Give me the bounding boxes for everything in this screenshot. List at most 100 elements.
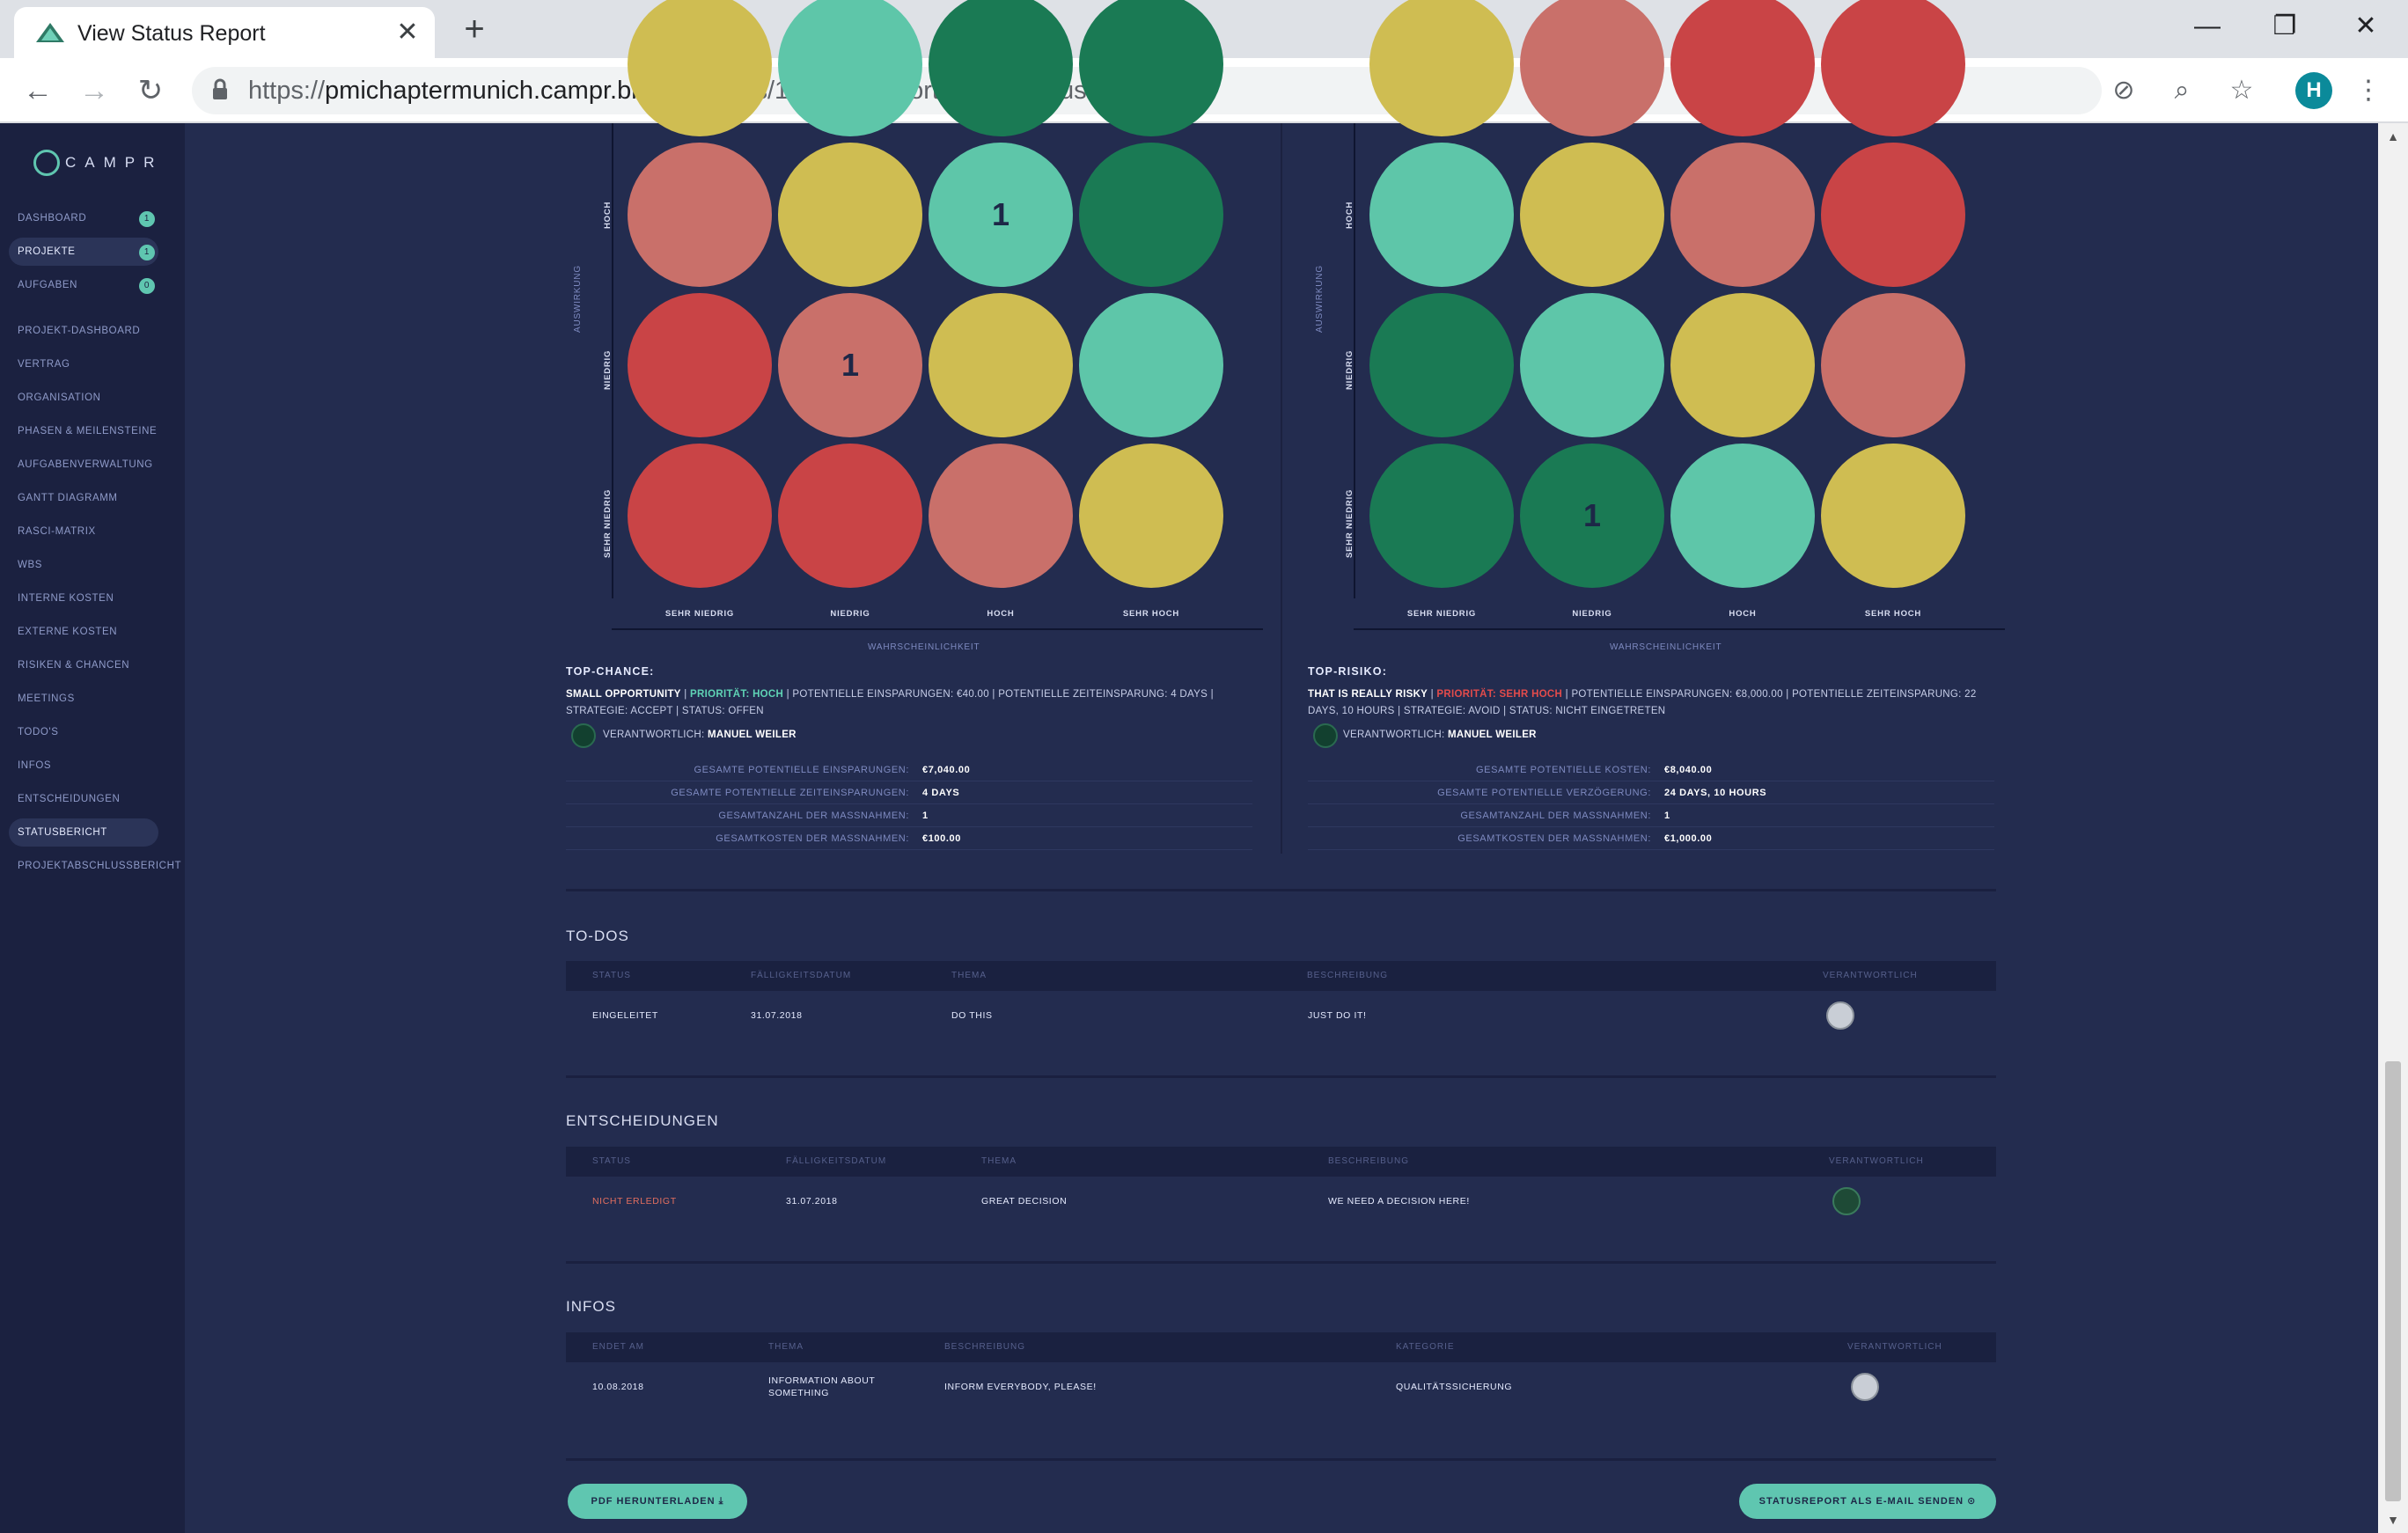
column-header: BESCHREIBUNG [1328, 1156, 1410, 1166]
matrix-cell[interactable]: 1 [1520, 444, 1664, 588]
summary-row: GESAMTKOSTEN DER MASSNAHMEN: €100.00 [566, 827, 1252, 850]
zoom-icon[interactable]: ⌕ [2174, 76, 2190, 105]
campr-logo-icon [33, 150, 60, 176]
sidebar-item-rasci-matrix[interactable]: RASCI-MATRIX [18, 526, 96, 537]
matrix-cell[interactable] [778, 444, 922, 588]
x-axis [1354, 628, 2005, 630]
matrix-cell[interactable] [778, 143, 922, 287]
sidebar-item-todo-s[interactable]: TODO'S [18, 727, 59, 737]
matrix-cell[interactable]: 1 [778, 293, 922, 437]
matrix-cell[interactable] [929, 444, 1073, 588]
sidebar-item-dashboard[interactable]: DASHBOARD 1 [9, 204, 158, 232]
matrix-cell[interactable]: 1 [929, 143, 1073, 287]
matrix-cell[interactable] [1369, 444, 1514, 588]
sidebar-item-statusbericht[interactable]: STATUSBERICHT [9, 818, 158, 847]
sidebar-item-aufgabenverwaltung[interactable]: AUFGABENVERWALTUNG [18, 459, 153, 470]
matrix-cell[interactable] [1821, 444, 1965, 588]
sidebar-item-projektabschlussbericht[interactable]: PROJEKTABSCHLUSSBERICHT [18, 861, 182, 871]
matrix-cell[interactable] [1520, 143, 1664, 287]
matrix-cell[interactable] [1079, 293, 1223, 437]
menu-kebab-icon[interactable]: ⋮ [2355, 76, 2382, 105]
count-badge: 1 [139, 211, 155, 227]
sidebar-item-aufgaben[interactable]: AUFGABEN 0 [9, 271, 158, 299]
summary-value: €100.00 [922, 833, 961, 844]
matrix-cell[interactable] [628, 444, 772, 588]
download-pdf-button[interactable]: PDF HERUNTERLADEN ⤓ [568, 1484, 747, 1519]
close-tab-icon[interactable]: ✕ [396, 18, 419, 47]
profile-avatar[interactable]: H [2295, 72, 2332, 109]
matrix-cell[interactable] [1821, 143, 1965, 287]
matrix-cell[interactable] [628, 143, 772, 287]
top-risk-description: THAT IS REALLY RISKY | PRIORITÄT: SEHR H… [1308, 689, 1977, 716]
column-header: ENDET AM [592, 1342, 644, 1352]
sidebar-item-interne-kosten[interactable]: INTERNE KOSTEN [18, 593, 114, 604]
matrix-cell[interactable] [1079, 143, 1223, 287]
browser-tab[interactable]: View Status Report ✕ [14, 7, 435, 58]
sidebar-item-wbs[interactable]: WBS [18, 560, 42, 570]
column-header: BESCHREIBUNG [1307, 971, 1389, 980]
sidebar-item-entscheidungen[interactable]: ENTSCHEIDUNGEN [18, 794, 121, 804]
matrix-cell[interactable] [1369, 293, 1514, 437]
close-window-icon[interactable]: ✕ [2354, 11, 2377, 40]
matrix-cell[interactable] [1670, 444, 1815, 588]
logo-text: CAMPR [65, 154, 164, 171]
x-axis [612, 628, 1263, 630]
column-header: STATUS [592, 971, 631, 980]
matrix-cell[interactable] [1369, 143, 1514, 287]
scroll-down-icon[interactable]: ▼ [2387, 1513, 2399, 1527]
info-end-date: 10.08.2018 [592, 1382, 644, 1392]
matrix-cell[interactable] [1821, 293, 1965, 437]
sidebar-item-gantt-diagramm[interactable]: GANTT DIAGRAMM [18, 493, 118, 503]
matrix-cell[interactable] [1520, 293, 1664, 437]
sidebar-item-label: AUFGABEN [18, 280, 78, 290]
decision-due-date: 31.07.2018 [786, 1196, 838, 1207]
owner-label: VERANTWORTLICH: [603, 730, 705, 740]
sidebar-item-projekte[interactable]: PROJEKTE 1 [9, 238, 158, 266]
matrix-cell[interactable] [1079, 444, 1223, 588]
owner-name: MANUEL WEILER [707, 730, 797, 740]
sidebar-item-organisation[interactable]: ORGANISATION [18, 392, 101, 403]
sidebar-item-externe-kosten[interactable]: EXTERNE KOSTEN [18, 627, 118, 637]
matrix-cell-partial [628, 0, 772, 136]
minimize-icon[interactable]: — [2194, 11, 2221, 40]
sidebar-item-projekt-dashboard[interactable]: PROJEKT-DASHBOARD [18, 326, 141, 336]
back-icon[interactable]: ← [23, 74, 53, 107]
matrix-cell-partial [1670, 0, 1815, 136]
column-label: HOCH [987, 609, 1015, 619]
new-tab-icon[interactable]: + [464, 10, 485, 48]
forward-icon[interactable]: → [79, 74, 109, 107]
scroll-up-icon[interactable]: ▲ [2387, 129, 2399, 143]
scrollbar-thumb[interactable] [2385, 1061, 2401, 1501]
column-header: FÄLLIGKEITSDATUM [751, 971, 852, 980]
matrix-cell[interactable] [1670, 293, 1815, 437]
row-label: SEHR NIEDRIG [603, 488, 613, 558]
summary-value: 24 DAYS, 10 HOURS [1664, 788, 1767, 798]
column-label: SEHR NIEDRIG [1406, 609, 1477, 619]
column-header: STATUS [592, 1156, 631, 1166]
summary-value: €7,040.00 [922, 765, 971, 775]
decision-status: NICHT ERLEDIGT [592, 1196, 677, 1207]
restore-icon[interactable]: ❐ [2272, 11, 2297, 40]
blocked-cookies-icon[interactable]: ⊘ [2112, 76, 2135, 105]
sidebar-item-infos[interactable]: INFOS [18, 760, 52, 771]
matrix-cell[interactable] [1670, 143, 1815, 287]
column-label: SEHR HOCH [1122, 609, 1180, 619]
y-axis-title: AUSWIRKUNG [1315, 265, 1325, 333]
reload-icon[interactable]: ↻ [137, 74, 164, 107]
matrix-cell[interactable] [628, 293, 772, 437]
x-axis-title: WAHRSCHEINLICHKEIT [1610, 642, 1722, 652]
sidebar-item-phasen-meilensteine[interactable]: PHASEN & MEILENSTEINE [18, 426, 158, 436]
info-category: QUALITÄTSSICHERUNG [1396, 1382, 1513, 1392]
column-label: NIEDRIG [830, 609, 870, 619]
campr-logo[interactable]: CAMPR [33, 150, 163, 185]
infos-table-header: ENDET AM THEMA BESCHREIBUNG KATEGORIE VE… [566, 1332, 1996, 1362]
sidebar-item-risiken-chancen[interactable]: RISIKEN & CHANCEN [18, 660, 130, 671]
send-email-button[interactable]: STATUSREPORT ALS E-MAIL SENDEN ⊙ [1739, 1484, 1996, 1519]
sidebar-item-meetings[interactable]: MEETINGS [18, 693, 75, 704]
summary-row: GESAMTKOSTEN DER MASSNAHMEN: €1,000.00 [1308, 827, 1994, 850]
matrix-cell[interactable] [929, 293, 1073, 437]
sidebar-item-vertrag[interactable]: VERTRAG [18, 359, 70, 370]
opportunity-matrix: 1 1 HOCH NIEDRIG SEHR NIEDRIG AUSWIRKUNG SEHR … [566, 0, 1270, 652]
page-scrollbar[interactable]: ▲ ▼ [2378, 123, 2408, 1533]
bookmark-star-icon[interactable]: ☆ [2229, 76, 2254, 105]
